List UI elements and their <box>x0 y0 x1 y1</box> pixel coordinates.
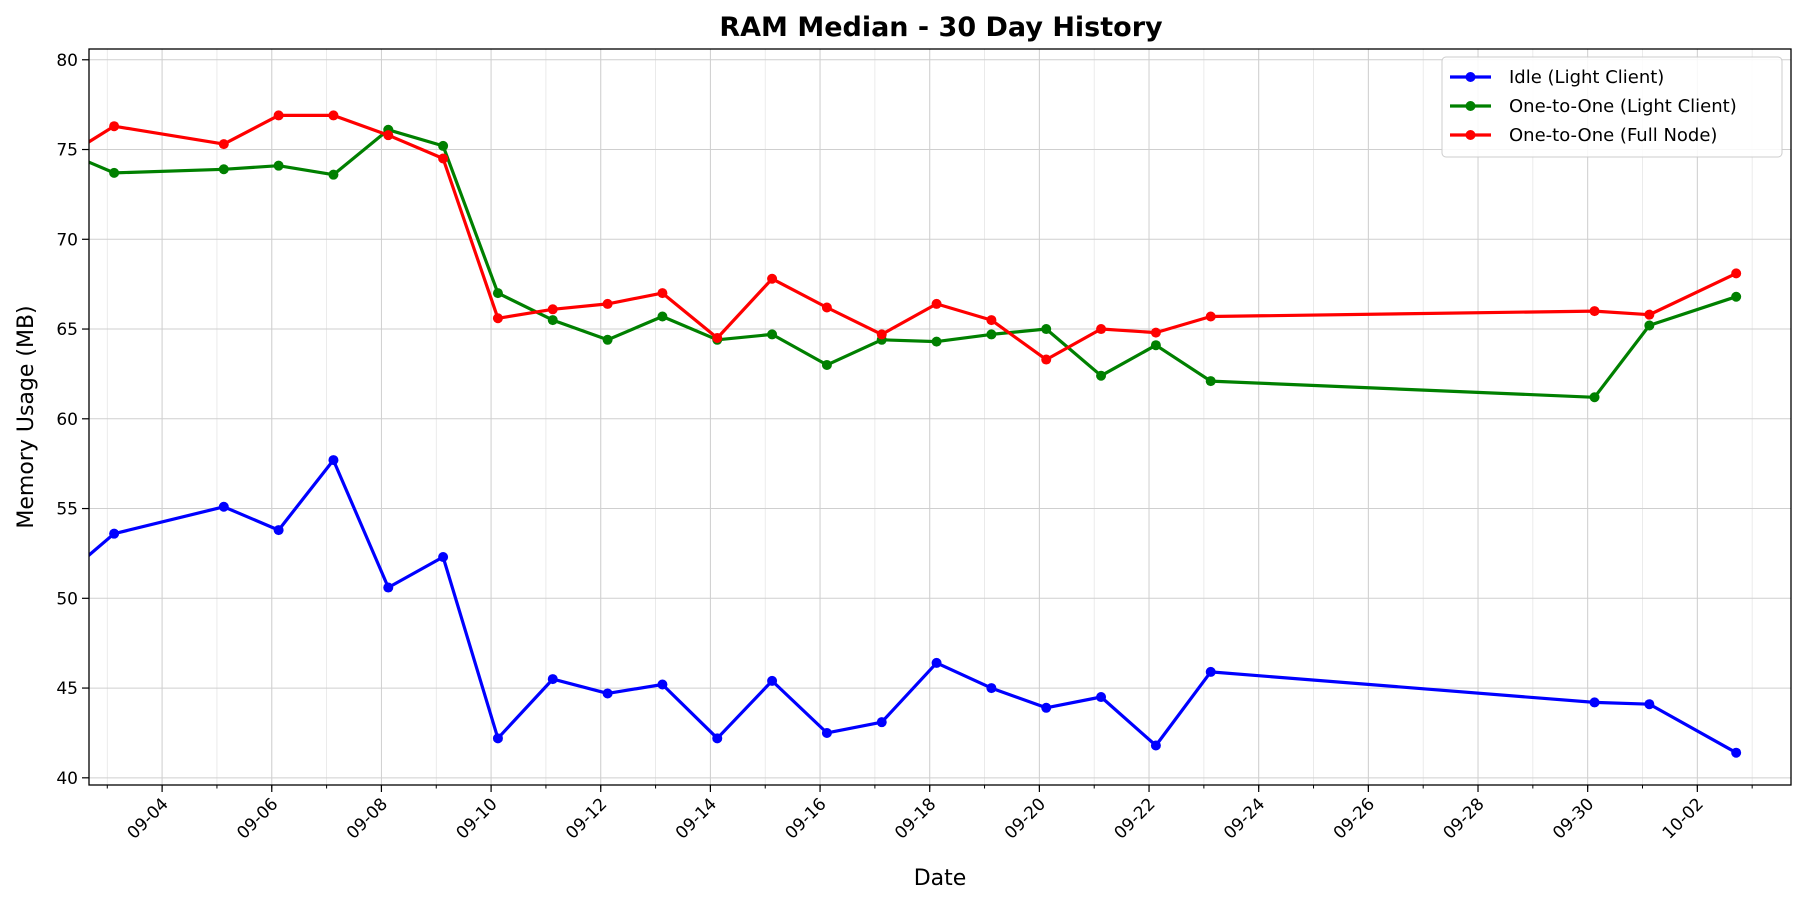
data-point <box>821 727 832 738</box>
data-point <box>218 164 229 175</box>
legend-label: Idle (Light Client) <box>1509 67 1664 88</box>
y-tick-label: 60 <box>56 410 78 430</box>
data-point <box>1644 699 1655 710</box>
legend-label: One-to-One (Full Node) <box>1509 125 1717 146</box>
data-point <box>986 329 997 340</box>
data-point <box>1205 666 1216 677</box>
data-point <box>986 315 997 326</box>
data-point <box>1731 747 1742 758</box>
data-point <box>109 167 120 178</box>
legend-swatch-marker <box>1465 72 1476 82</box>
data-point <box>273 110 284 121</box>
data-point <box>1644 309 1655 320</box>
data-point <box>1041 702 1052 713</box>
data-point <box>492 288 503 299</box>
data-point <box>218 501 229 512</box>
data-point <box>328 455 339 466</box>
legend-swatch-marker <box>1465 130 1476 140</box>
chart-title: RAM Median - 30 Day History <box>719 12 1163 43</box>
data-point <box>931 336 942 347</box>
data-point <box>438 552 449 563</box>
data-point <box>492 733 503 744</box>
data-point <box>273 160 284 171</box>
plot-frame <box>88 48 1792 786</box>
data-point <box>931 298 942 309</box>
data-point <box>602 334 613 345</box>
legend: Idle (Light Client) One-to-One (Light Cli… <box>1441 56 1783 158</box>
data-point <box>1096 370 1107 381</box>
data-point <box>876 329 887 340</box>
data-point <box>1150 340 1161 351</box>
data-point <box>712 333 723 344</box>
data-point <box>1731 268 1742 279</box>
y-tick-label: 65 <box>56 320 78 340</box>
data-point <box>657 288 668 299</box>
data-point <box>767 273 778 284</box>
data-point <box>109 528 120 539</box>
series-line <box>89 128 1737 399</box>
y-tick-label: 55 <box>56 500 78 520</box>
legend-box <box>1441 56 1783 158</box>
data-point <box>1096 324 1107 335</box>
data-point <box>1589 697 1600 708</box>
y-tick-label: 50 <box>56 589 78 609</box>
data-point <box>328 169 339 180</box>
data-point <box>767 329 778 340</box>
grid <box>89 49 1791 785</box>
data-point <box>986 683 997 694</box>
data-point <box>602 688 613 699</box>
data-point <box>767 675 778 686</box>
data-point <box>1150 740 1161 751</box>
data-point <box>1205 311 1216 322</box>
data-point <box>1041 324 1052 335</box>
data-point <box>602 298 613 309</box>
data-point <box>1731 291 1742 302</box>
data-point <box>657 679 668 690</box>
data-point <box>547 315 558 326</box>
data-point <box>492 313 503 324</box>
data-point <box>1096 692 1107 703</box>
data-point <box>109 121 120 132</box>
y-axis-title: Memory Usage (MB) <box>14 305 39 528</box>
data-point <box>547 304 558 315</box>
data-point <box>273 525 284 536</box>
data-point <box>1644 320 1655 331</box>
data-point <box>218 139 229 150</box>
data-point <box>438 153 449 164</box>
series-line <box>89 113 1737 362</box>
y-tick-label: 80 <box>56 51 78 71</box>
data-point <box>1205 376 1216 387</box>
y-tick-label: 45 <box>56 679 78 699</box>
y-tick-label: 70 <box>56 230 78 250</box>
data-point <box>712 733 723 744</box>
data-point <box>438 140 449 151</box>
data-point <box>1589 392 1600 403</box>
plot-area <box>89 110 1742 758</box>
data-point <box>821 359 832 370</box>
data-point <box>876 717 887 728</box>
data-point <box>821 302 832 313</box>
y-tick-label: 75 <box>56 141 78 161</box>
data-point <box>657 311 668 322</box>
data-point <box>328 110 339 121</box>
legend-label: One-to-One (Light Client) <box>1509 96 1737 117</box>
data-point <box>1150 327 1161 338</box>
series-line <box>89 458 1737 755</box>
data-point <box>1589 306 1600 317</box>
data-point <box>1041 354 1052 365</box>
data-point <box>383 582 394 593</box>
data-point <box>383 130 394 141</box>
data-point <box>547 674 558 685</box>
x-axis-title: Date <box>914 866 967 891</box>
y-tick-label: 40 <box>56 769 78 789</box>
data-point <box>931 657 942 668</box>
legend-swatch-marker <box>1465 101 1476 111</box>
